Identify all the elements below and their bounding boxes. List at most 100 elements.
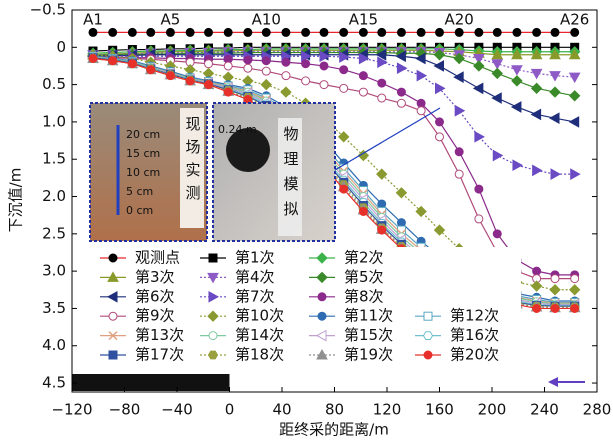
series	[88, 27, 580, 37]
marker	[550, 27, 560, 37]
legend-label: 第1次	[235, 249, 275, 267]
marker	[474, 130, 485, 143]
legend-marker	[422, 331, 434, 340]
marker	[532, 303, 542, 313]
marker	[261, 56, 271, 66]
marker	[570, 27, 580, 37]
marker	[454, 27, 464, 37]
y-tick-label: −0.5	[30, 1, 66, 19]
marker	[339, 51, 350, 63]
marker	[377, 27, 387, 37]
marker	[415, 52, 426, 65]
marker	[165, 27, 175, 37]
y-tick-label: 2.5	[42, 224, 66, 242]
marker	[88, 27, 98, 37]
marker	[435, 82, 446, 95]
marker	[223, 27, 233, 37]
marker	[416, 98, 426, 108]
legend-marker	[207, 350, 219, 360]
y-axis-title: 下沉值/m	[7, 168, 25, 233]
legend-marker	[316, 271, 328, 284]
marker	[396, 62, 408, 75]
marker	[88, 53, 98, 63]
plot-frame	[71, 9, 598, 393]
marker	[474, 27, 484, 37]
marker	[396, 87, 406, 97]
y-tick-label: 1.5	[42, 150, 66, 168]
marker	[396, 218, 406, 228]
marker	[260, 78, 272, 91]
legend-label: 第20次	[450, 346, 499, 364]
y-tick-label: 3.0	[42, 262, 66, 280]
marker	[491, 92, 502, 104]
marker	[375, 48, 387, 61]
marker	[568, 72, 581, 84]
marker	[549, 71, 561, 82]
marker	[568, 48, 581, 60]
marker	[339, 65, 349, 75]
marker	[491, 67, 503, 80]
marker	[474, 214, 484, 224]
legend-label: 第8次	[344, 287, 384, 305]
legend-label: 第11次	[344, 307, 393, 325]
x-tick-label: −120	[51, 401, 92, 419]
field-label-bg	[180, 108, 204, 228]
legend-marker	[316, 348, 328, 360]
x-tick-label: 280	[583, 401, 612, 419]
legend-marker	[315, 329, 327, 342]
legend-label: 第19次	[344, 346, 393, 364]
legend-marker	[317, 292, 327, 302]
scale-label: 10 cm	[126, 166, 160, 179]
marker	[223, 61, 233, 71]
marker	[243, 63, 253, 73]
marker	[319, 27, 329, 37]
marker	[474, 184, 484, 194]
marker	[570, 168, 581, 180]
marker	[301, 27, 311, 37]
marker	[185, 76, 195, 86]
marker	[433, 224, 446, 236]
marker	[358, 71, 368, 81]
legend-marker	[423, 311, 433, 321]
x-tick-label: −40	[161, 401, 193, 419]
marker	[165, 71, 175, 81]
marker	[472, 82, 484, 95]
marker	[435, 117, 444, 127]
y-tick-label: 4.0	[42, 336, 66, 354]
marker	[358, 52, 370, 65]
width-label: 0.24 m	[218, 123, 257, 136]
model-label: 物理模拟	[282, 126, 300, 226]
marker	[568, 116, 580, 128]
marker	[127, 59, 137, 69]
x-tick-label: 200	[478, 401, 507, 419]
marker	[491, 59, 504, 70]
legend-label: 第10次	[235, 307, 284, 325]
pointer	[334, 107, 441, 171]
legend-marker	[208, 253, 218, 263]
point-label: A15	[349, 11, 378, 29]
marker	[511, 65, 523, 76]
marker	[261, 66, 271, 76]
marker	[454, 147, 464, 157]
marker	[416, 106, 426, 116]
marker	[358, 27, 368, 37]
mined-bar	[72, 374, 230, 391]
marker	[281, 27, 291, 37]
scale-label: 5 cm	[126, 185, 153, 198]
series	[87, 46, 581, 102]
marker	[146, 27, 156, 37]
marker	[395, 187, 408, 199]
marker	[549, 284, 561, 296]
model-label-bg	[278, 118, 302, 236]
marker	[358, 206, 368, 216]
marker	[454, 104, 466, 117]
marker	[396, 98, 406, 108]
y-tick-label: 0	[56, 38, 66, 56]
marker	[532, 27, 542, 37]
marker	[395, 50, 406, 63]
marker	[532, 164, 543, 177]
marker	[416, 27, 426, 37]
x-tick-label: 120	[373, 401, 402, 419]
marker	[339, 27, 349, 37]
